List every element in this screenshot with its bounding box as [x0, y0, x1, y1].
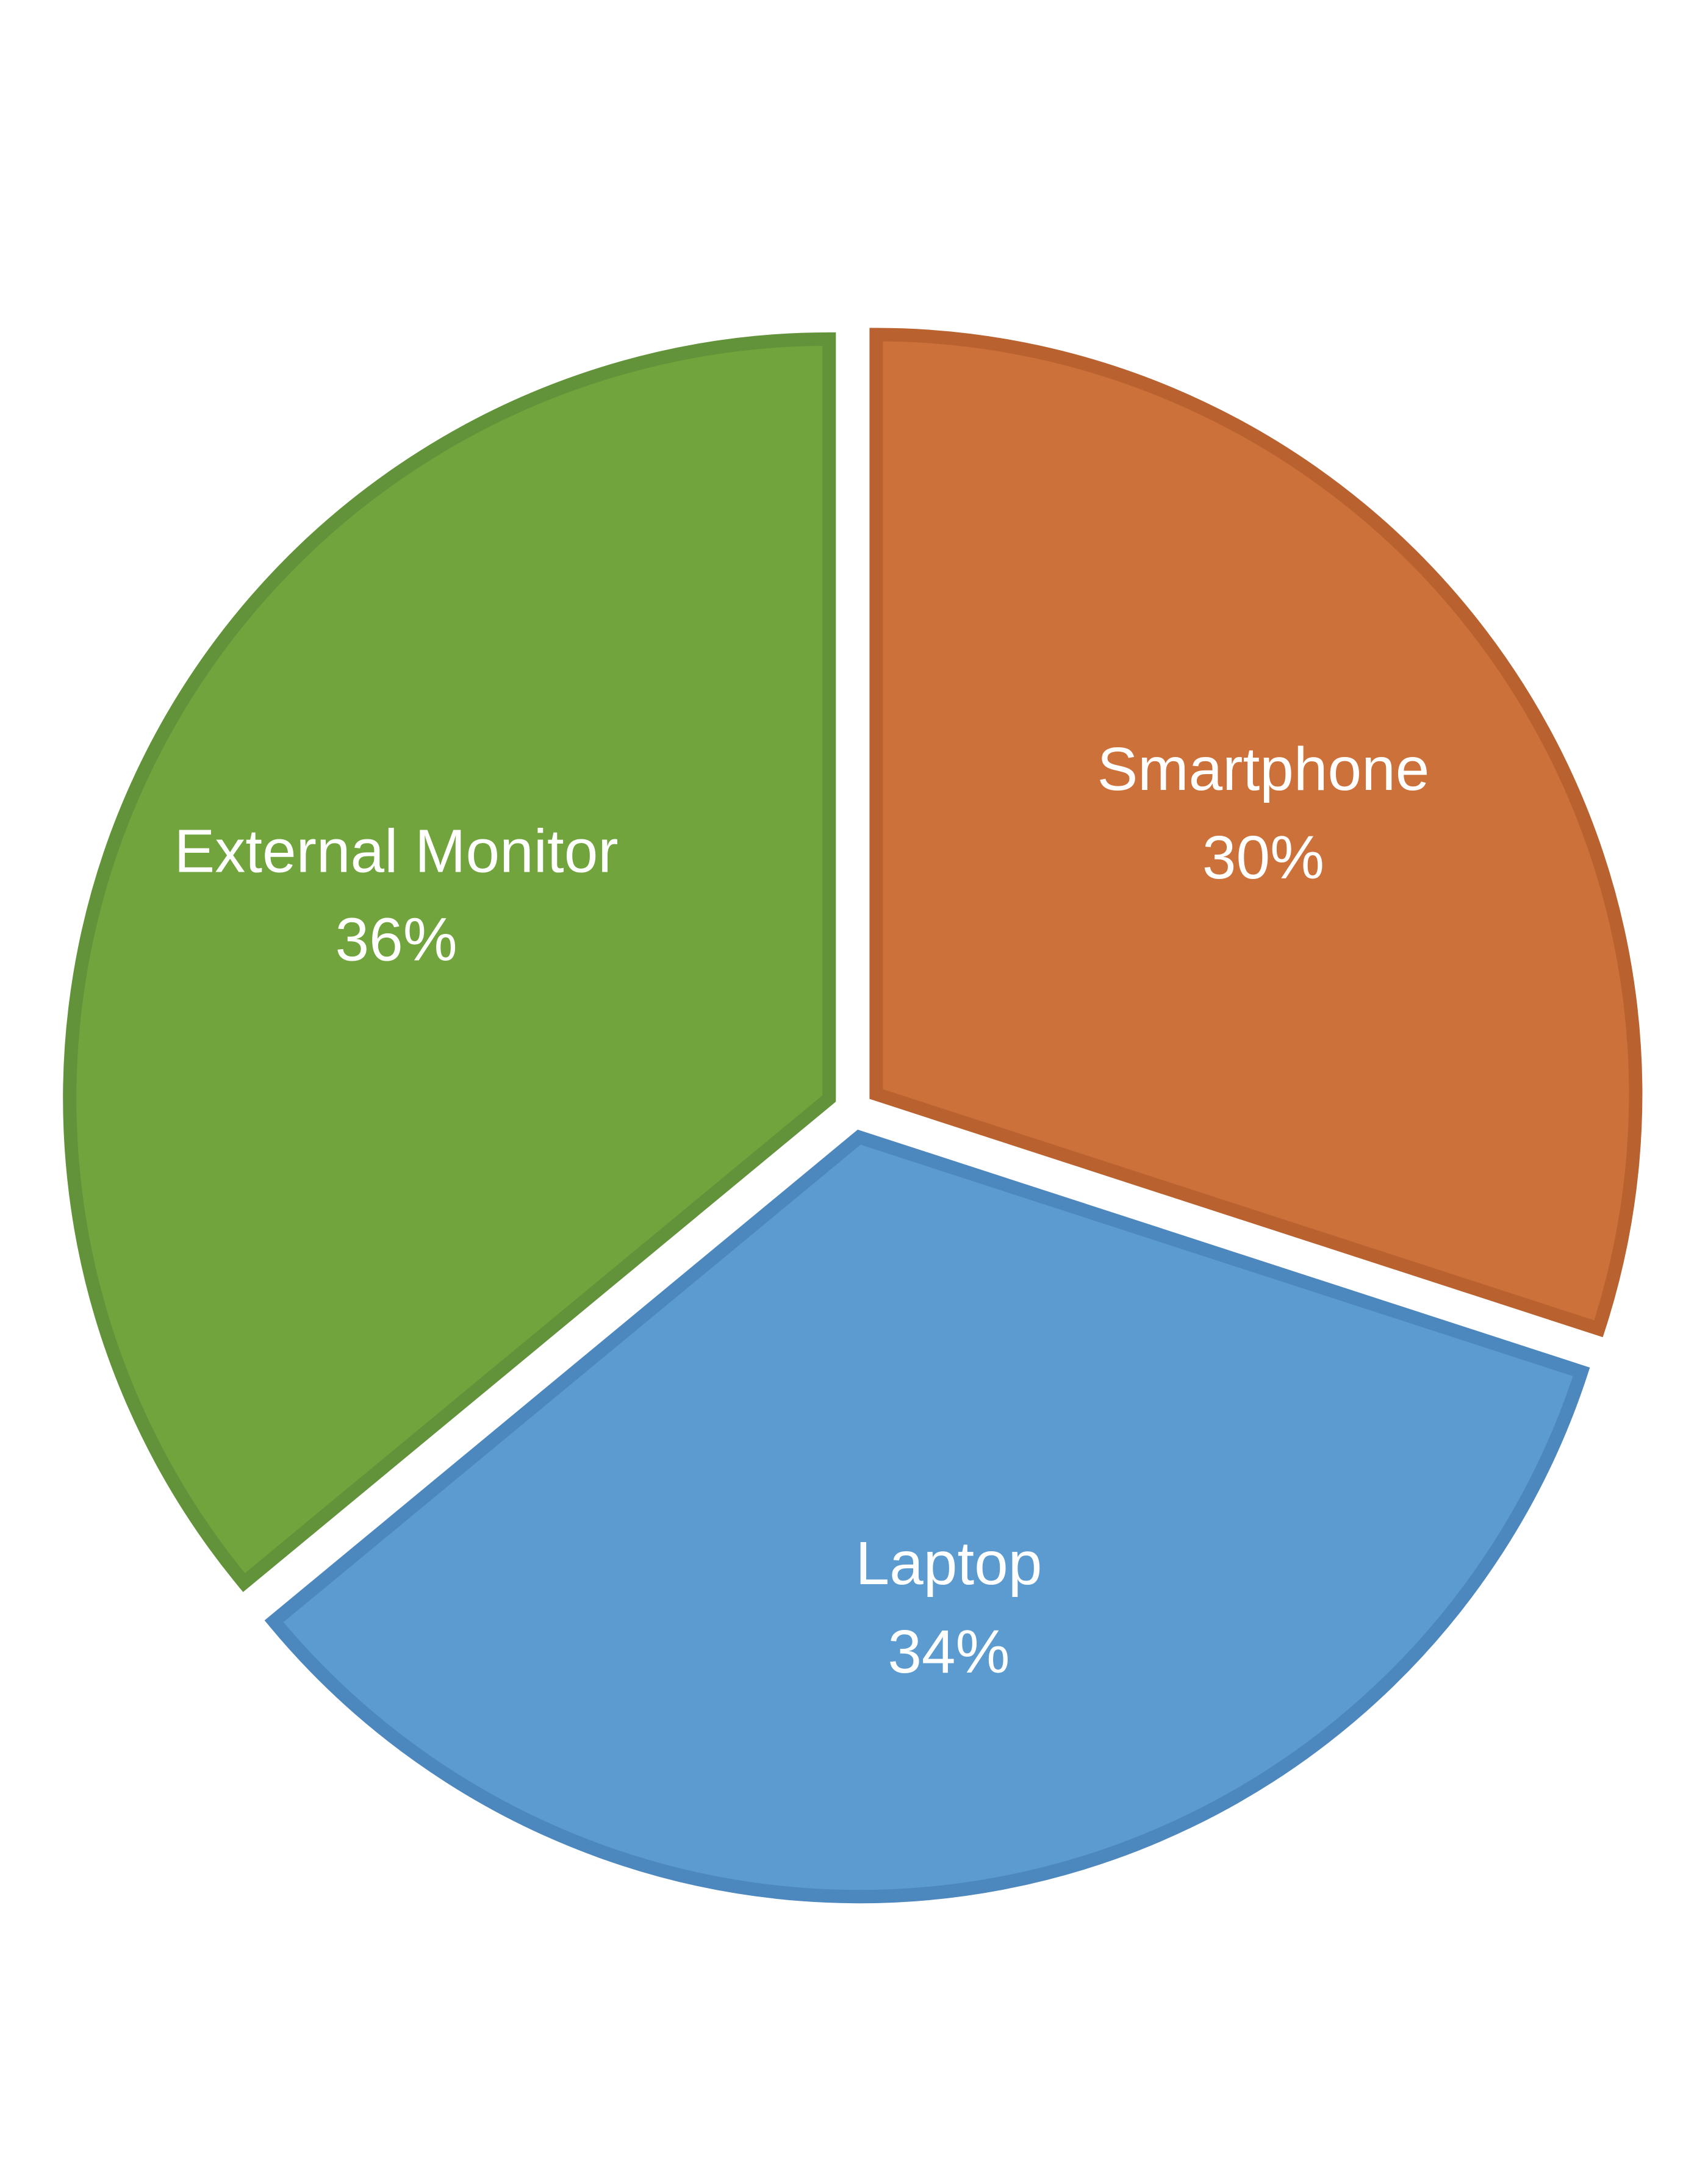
slice-percent-label: 30%: [1202, 823, 1324, 892]
pie-slice-laptop: [264, 1129, 1590, 1904]
pie-slice-smartphone: [869, 328, 1643, 1338]
slice-category-label: Laptop: [855, 1529, 1042, 1598]
slice-percent-label: 34%: [888, 1618, 1010, 1686]
slice-category-label: External Monitor: [174, 817, 619, 885]
pie-slice-external-monitor: [63, 332, 836, 1592]
slice-category-label: Smartphone: [1097, 735, 1430, 803]
slice-percent-label: 36%: [336, 905, 458, 974]
